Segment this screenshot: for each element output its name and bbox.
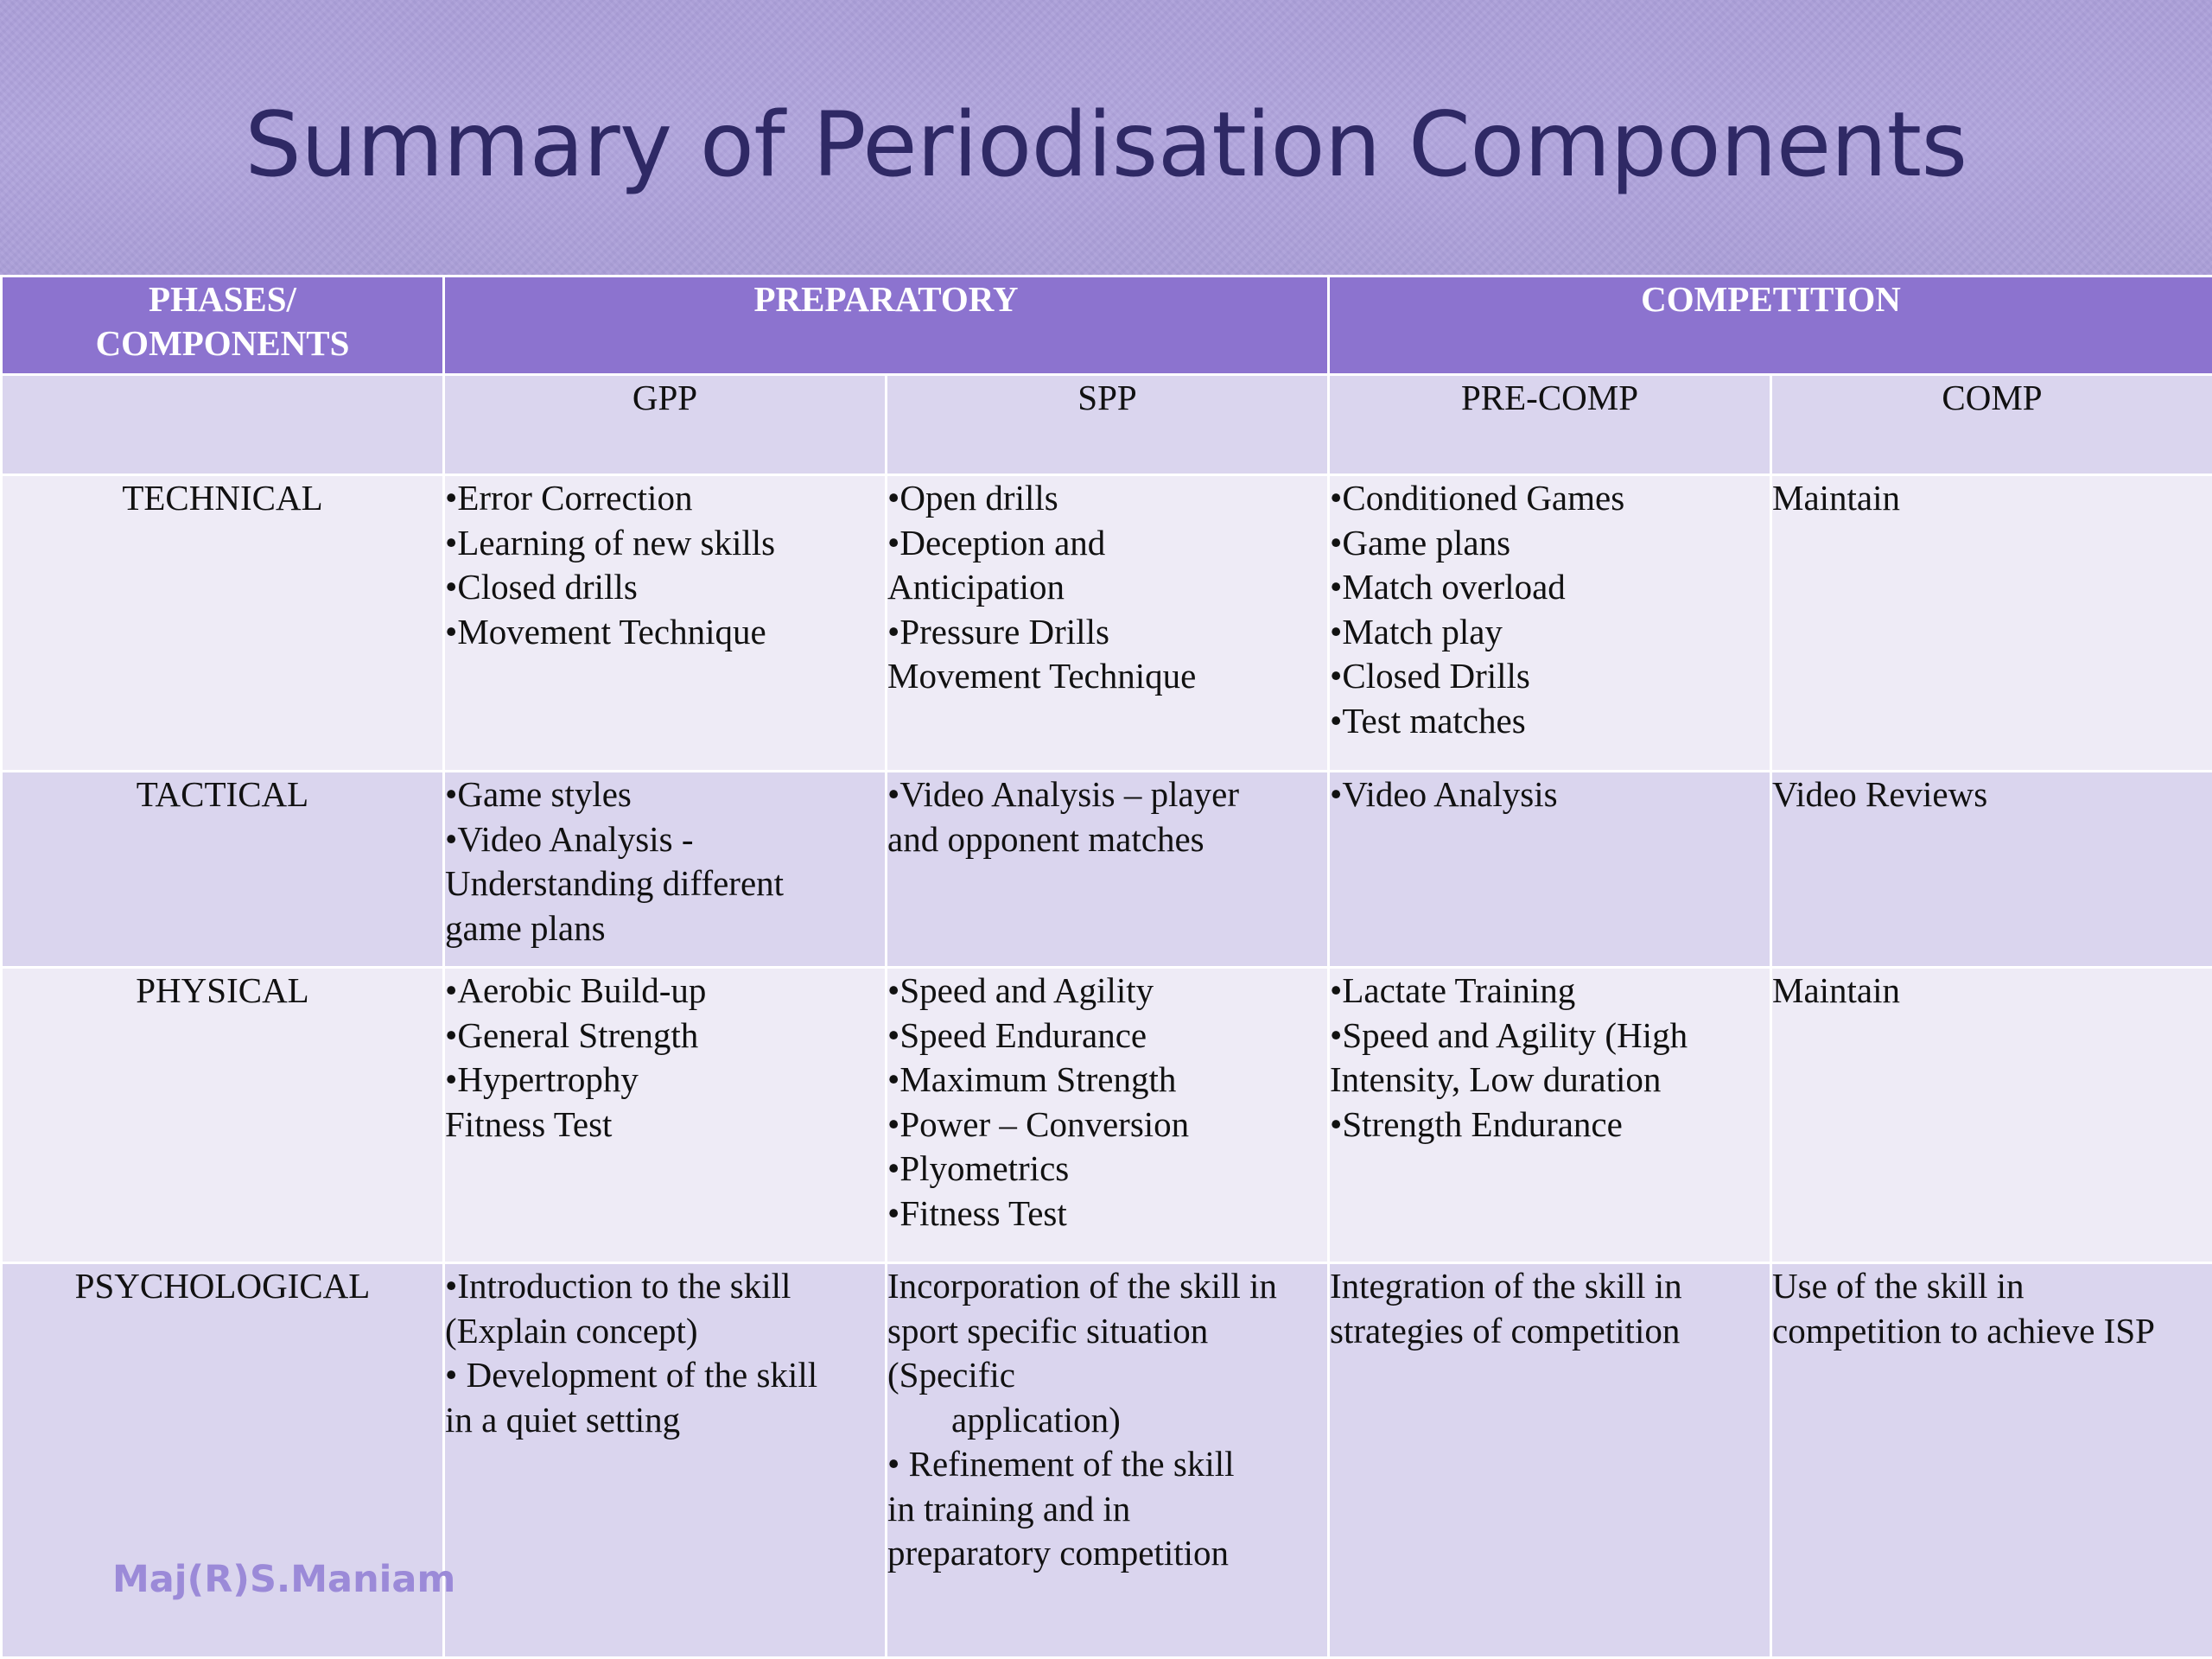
cell-line: •Video Analysis - xyxy=(445,818,694,859)
row-label-psychological: PSYCHOLOGICAL xyxy=(0,1262,445,1659)
cell-line: •Speed and Agility xyxy=(887,970,1154,1010)
cell-line: •Speed and Agility (High xyxy=(1330,1014,1688,1055)
cell-line: •Movement Technique xyxy=(445,611,766,652)
psychological-gpp-cell: •Introduction to the skill (Explain conc… xyxy=(442,1262,887,1659)
header-preparatory: PREPARATORY xyxy=(442,275,1330,376)
cell-line: (Explain concept) xyxy=(445,1310,698,1351)
cell-line: Incorporation of the skill in xyxy=(887,1266,1277,1306)
psychological-comp-cell: Use of the skill in competition to achie… xyxy=(1769,1262,2212,1659)
header-components-line: COMPONENTS xyxy=(95,323,350,363)
cell-line: strategies of competition xyxy=(1330,1310,1681,1351)
cell-line: Understanding different xyxy=(445,863,785,903)
tactical-pre-comp-cell: •Video Analysis xyxy=(1327,770,1772,969)
cell-line: game plans xyxy=(445,907,606,948)
cell-line: (Specific xyxy=(887,1355,1015,1395)
header-competition: COMPETITION xyxy=(1326,275,2212,376)
cell-line: •Open drills xyxy=(887,478,1058,518)
cell-line: Video Reviews xyxy=(1772,774,1988,814)
subheader-gpp: GPP xyxy=(442,373,887,476)
cell-line: • Refinement of the skill xyxy=(887,1444,1235,1484)
cell-line: •Strength Endurance xyxy=(1330,1103,1623,1144)
subheader-row: GPP SPP PRE-COMP COMP xyxy=(0,373,2212,476)
cell-line: and opponent matches xyxy=(887,818,1205,859)
cell-line: Anticipation xyxy=(887,567,1065,607)
cell-line: •Error Correction xyxy=(445,478,693,518)
subheader-pre-comp: PRE-COMP xyxy=(1327,373,1772,476)
cell-line: •Test matches xyxy=(1330,700,1526,741)
subheader-blank xyxy=(0,373,445,476)
row-physical: PHYSICAL •Aerobic Build-up •General Stre… xyxy=(0,966,2212,1264)
cell-line: Use of the skill in xyxy=(1772,1266,2024,1306)
cell-line: •Fitness Test xyxy=(887,1192,1067,1233)
cell-line: Fitness Test xyxy=(445,1103,613,1144)
cell-line: in training and in xyxy=(887,1488,1131,1529)
physical-pre-comp-cell: •Lactate Training •Speed and Agility (Hi… xyxy=(1327,966,1772,1264)
cell-line: •Match play xyxy=(1330,611,1503,652)
cell-line: •Match overload xyxy=(1330,567,1566,607)
cell-line: •Video Analysis xyxy=(1330,774,1558,814)
technical-gpp-cell: •Error Correction •Learning of new skill… xyxy=(442,474,887,772)
cell-line: •Aerobic Build-up xyxy=(445,970,707,1010)
cell-line: •Game plans xyxy=(1330,522,1511,563)
header-row: PHASES/ COMPONENTS PREPARATORY COMPETITI… xyxy=(0,275,2212,376)
row-psychological: PSYCHOLOGICAL •Introduction to the skill… xyxy=(0,1262,2212,1659)
subheader-comp: COMP xyxy=(1769,373,2212,476)
slide-title: Summary of Periodisation Components xyxy=(245,93,1967,197)
cell-line: •Pressure Drills xyxy=(887,611,1109,652)
cell-line: •Learning of new skills xyxy=(445,522,776,563)
row-technical: TECHNICAL •Error Correction •Learning of… xyxy=(0,474,2212,772)
cell-line: sport specific situation xyxy=(887,1310,1209,1351)
technical-spp-cell: •Open drills •Deception and Anticipation… xyxy=(885,474,1330,772)
cell-line: •Conditioned Games xyxy=(1330,478,1625,518)
cell-line: Maintain xyxy=(1772,478,1901,518)
cell-line: •General Strength xyxy=(445,1014,699,1055)
row-label-tactical: TACTICAL xyxy=(0,770,445,969)
cell-line: application) xyxy=(951,1399,1121,1440)
cell-line: Movement Technique xyxy=(887,656,1197,696)
technical-comp-cell: Maintain xyxy=(1769,474,2212,772)
cell-line: •Power – Conversion xyxy=(887,1103,1190,1144)
cell-line: •Speed Endurance xyxy=(887,1014,1147,1055)
cell-line: •Hypertrophy xyxy=(445,1059,639,1099)
row-label-technical: TECHNICAL xyxy=(0,474,445,772)
author-watermark: Maj(R)S.Maniam xyxy=(112,1558,456,1601)
row-label-physical: PHYSICAL xyxy=(0,966,445,1264)
header-phases-line: PHASES/ xyxy=(149,279,296,319)
cell-line: •Video Analysis – player xyxy=(887,774,1240,814)
cell-line: •Closed Drills xyxy=(1330,656,1530,696)
cell-line: preparatory competition xyxy=(887,1533,1230,1573)
subheader-spp: SPP xyxy=(885,373,1330,476)
technical-pre-comp-cell: •Conditioned Games •Game plans •Match ov… xyxy=(1327,474,1772,772)
cell-line: •Closed drills xyxy=(445,567,638,607)
physical-comp-cell: Maintain xyxy=(1769,966,2212,1264)
cell-line: in a quiet setting xyxy=(445,1399,681,1440)
cell-line: •Maximum Strength xyxy=(887,1059,1177,1099)
cell-line: •Game styles xyxy=(445,774,632,814)
cell-line: •Introduction to the skill xyxy=(445,1266,791,1306)
cell-line: Maintain xyxy=(1772,970,1901,1010)
psychological-spp-cell: Incorporation of the skill in sport spec… xyxy=(885,1262,1330,1659)
cell-line: •Deception and xyxy=(887,522,1106,563)
psychological-pre-comp-cell: Integration of the skill in strategies o… xyxy=(1327,1262,1772,1659)
periodisation-table: PHASES/ COMPONENTS PREPARATORY COMPETITI… xyxy=(0,275,2212,1659)
physical-gpp-cell: •Aerobic Build-up •General Strength •Hyp… xyxy=(442,966,887,1264)
cell-line: Intensity, Low duration xyxy=(1330,1059,1662,1099)
tactical-comp-cell: Video Reviews xyxy=(1769,770,2212,969)
cell-line: competition to achieve ISP xyxy=(1772,1310,2155,1351)
cell-line: •Plyometrics xyxy=(887,1148,1070,1188)
cell-line: •Lactate Training xyxy=(1330,970,1576,1010)
header-phases-components: PHASES/ COMPONENTS xyxy=(0,275,445,376)
tactical-spp-cell: •Video Analysis – player and opponent ma… xyxy=(885,770,1330,969)
cell-line: Integration of the skill in xyxy=(1330,1266,1682,1306)
physical-spp-cell: •Speed and Agility •Speed Endurance •Max… xyxy=(885,966,1330,1264)
cell-line: • Development of the skill xyxy=(445,1355,818,1395)
title-band xyxy=(0,0,2212,275)
tactical-gpp-cell: •Game styles •Video Analysis - Understan… xyxy=(442,770,887,969)
row-tactical: TACTICAL •Game styles •Video Analysis - … xyxy=(0,770,2212,969)
